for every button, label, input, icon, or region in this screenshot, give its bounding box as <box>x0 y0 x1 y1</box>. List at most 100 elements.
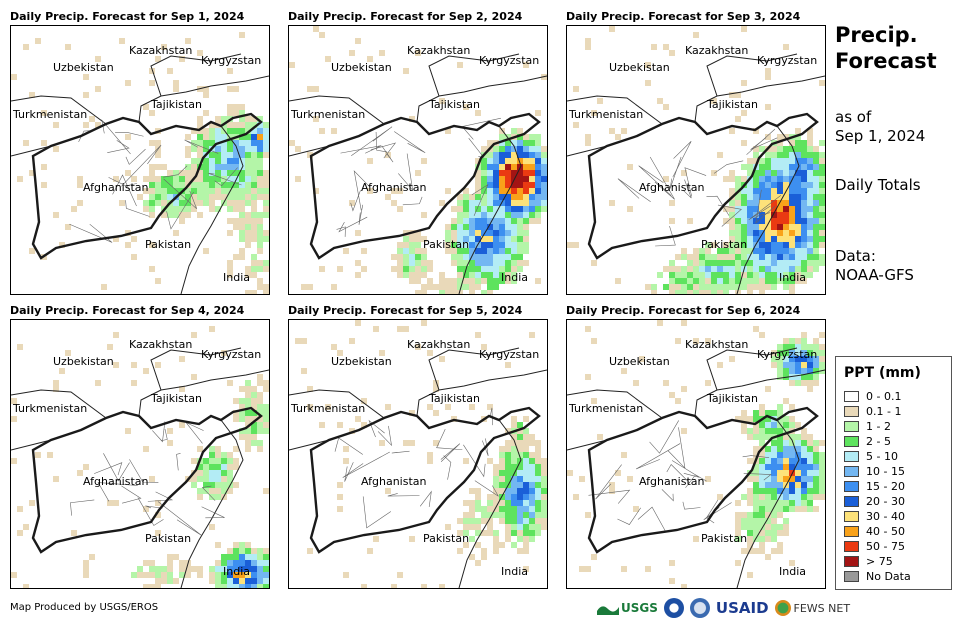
side-title: Precip. Forecast <box>835 22 937 74</box>
legend-title: PPT (mm) <box>844 365 921 381</box>
country-label-turkmenistan: Turkmenistan <box>568 108 643 121</box>
panel-title: Daily Precip. Forecast for Sep 6, 2024 <box>566 304 801 317</box>
forecast-map: Kazakhstan Uzbekistan Kyrgyzstan Tajikistan… <box>566 319 826 589</box>
country-border <box>289 145 330 157</box>
as-of-block: as of Sep 1, 2024 <box>835 108 925 146</box>
country-label-kazakhstan: Kazakhstan <box>407 44 470 57</box>
commerce-seal-icon <box>689 598 710 618</box>
logo-strip: USGS USAID FEWS NET <box>597 596 856 620</box>
country-label-pakistan: Pakistan <box>701 238 747 251</box>
legend-swatch <box>844 496 859 507</box>
country-label-india: India <box>779 271 806 284</box>
country-border <box>11 389 107 419</box>
country-label-kazakhstan: Kazakhstan <box>685 338 748 351</box>
forecast-map: Kazakhstan Uzbekistan Kyrgyzstan Tajikistan… <box>288 25 548 295</box>
country-label-kyrgyzstan: Kyrgyzstan <box>201 348 261 361</box>
precip-grid <box>295 320 547 588</box>
country-border <box>11 145 52 157</box>
country-border <box>706 53 798 97</box>
pakistan-border <box>596 415 818 553</box>
legend-swatch <box>844 556 859 567</box>
country-label-india: India <box>779 565 806 578</box>
country-border <box>458 125 522 294</box>
province-boundaries <box>69 119 242 243</box>
country-label-kyrgyzstan: Kyrgyzstan <box>479 348 539 361</box>
legend-label: 2 - 5 <box>866 435 891 448</box>
precip-grid <box>567 320 825 588</box>
province-boundaries <box>70 421 225 536</box>
legend-item: 20 - 30 <box>844 494 905 509</box>
panel-title: Daily Precip. Forecast for Sep 5, 2024 <box>288 304 523 317</box>
usgs-wave-icon <box>597 606 619 615</box>
legend-item: 0 - 0.1 <box>844 389 901 404</box>
forecast-panel-5: Daily Precip. Forecast for Sep 5, 2024 K… <box>288 304 548 589</box>
legend-label: 20 - 30 <box>866 495 905 508</box>
country-border <box>180 125 244 294</box>
country-border <box>11 439 52 451</box>
usaid-logo: USAID <box>716 599 769 617</box>
country-border <box>567 389 663 419</box>
country-label-tajikistan: Tajikistan <box>150 98 202 111</box>
country-border <box>428 347 520 391</box>
legend-item: 10 - 15 <box>844 464 905 479</box>
legend-swatch <box>844 466 859 477</box>
legend-item: 30 - 40 <box>844 509 905 524</box>
legend-swatch <box>844 511 859 522</box>
country-label-kazakhstan: Kazakhstan <box>129 44 192 57</box>
map-canvas: Kazakhstan Uzbekistan Kyrgyzstan Tajikistan… <box>11 32 269 294</box>
country-label-kazakhstan: Kazakhstan <box>685 44 748 57</box>
map-canvas: Kazakhstan Uzbekistan Kyrgyzstan Tajikistan… <box>567 320 825 588</box>
legend-item: > 75 <box>844 554 893 569</box>
fewsnet-logo-text: FEWS NET <box>793 601 851 615</box>
legend-swatch <box>844 541 859 552</box>
country-label-uzbekistan: Uzbekistan <box>53 61 114 74</box>
globe-icon <box>774 600 791 616</box>
country-label-kyrgyzstan: Kyrgyzstan <box>757 348 817 361</box>
country-border <box>11 95 107 125</box>
noaa-seal-icon <box>663 598 684 618</box>
country-label-uzbekistan: Uzbekistan <box>609 355 670 368</box>
legend-label: 1 - 2 <box>866 420 891 433</box>
pakistan-border <box>318 121 540 259</box>
country-label-tajikistan: Tajikistan <box>428 392 480 405</box>
legend-label: 40 - 50 <box>866 525 905 538</box>
side-title-line1: Precip. <box>835 23 918 47</box>
country-border <box>180 419 244 588</box>
as-of-label: as of <box>835 108 872 126</box>
country-label-pakistan: Pakistan <box>701 532 747 545</box>
legend-swatch <box>844 571 859 582</box>
legend-item: 15 - 20 <box>844 479 905 494</box>
country-border <box>416 75 547 123</box>
data-source-name: NOAA-GFS <box>835 266 914 284</box>
country-label-india: India <box>223 271 250 284</box>
country-label-tajikistan: Tajikistan <box>150 392 202 405</box>
country-border <box>567 439 608 451</box>
precip-grid <box>11 326 269 588</box>
map-canvas: Kazakhstan Uzbekistan Kyrgyzstan Tajikistan… <box>289 320 547 588</box>
country-border <box>138 75 269 123</box>
country-label-india: India <box>501 565 528 578</box>
legend-swatch <box>844 406 859 417</box>
legend-label: 10 - 15 <box>866 465 905 478</box>
country-label-uzbekistan: Uzbekistan <box>331 355 392 368</box>
forecast-panel-2: Daily Precip. Forecast for Sep 2, 2024 K… <box>288 10 548 295</box>
pakistan-border <box>596 121 818 259</box>
panel-title: Daily Precip. Forecast for Sep 1, 2024 <box>10 10 245 23</box>
legend-swatch <box>844 451 859 462</box>
country-label-pakistan: Pakistan <box>145 238 191 251</box>
forecast-map: Kazakhstan Uzbekistan Kyrgyzstan Tajikistan… <box>10 319 270 589</box>
country-border <box>289 389 385 419</box>
country-label-uzbekistan: Uzbekistan <box>609 61 670 74</box>
noaa-logo <box>663 598 684 618</box>
legend-swatch <box>844 391 859 402</box>
precip-grid <box>567 26 825 294</box>
country-label-tajikistan: Tajikistan <box>428 98 480 111</box>
country-border <box>138 369 269 417</box>
country-label-afghanistan: Afghanistan <box>83 475 149 488</box>
country-label-uzbekistan: Uzbekistan <box>331 61 392 74</box>
as-of-date: Sep 1, 2024 <box>835 127 926 145</box>
country-label-afghanistan: Afghanistan <box>361 475 427 488</box>
country-label-pakistan: Pakistan <box>423 532 469 545</box>
country-border <box>736 419 800 588</box>
legend-label: No Data <box>866 570 911 583</box>
